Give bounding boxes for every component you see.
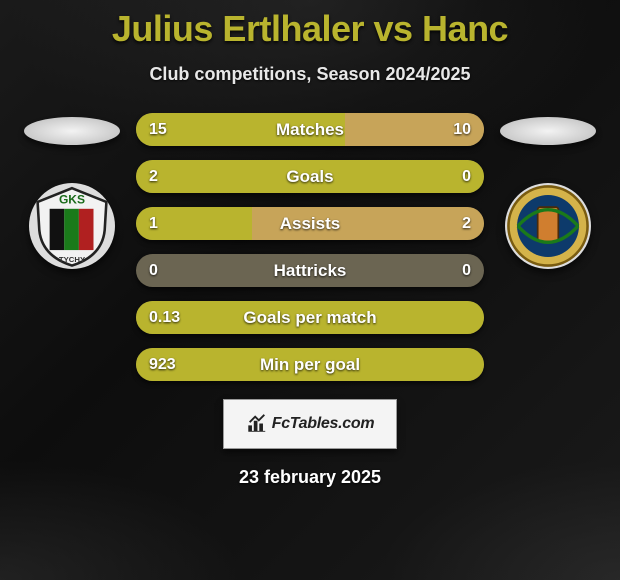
branding-box[interactable]: FcTables.com [223,399,397,449]
stat-row-min-per-goal: Min per goal923 [136,348,484,381]
subtitle: Club competitions, Season 2024/2025 [0,64,620,85]
stat-row-matches: Matches1510 [136,113,484,146]
stat-row-assists: Assists12 [136,207,484,240]
chart-icon [246,413,268,435]
left-side-column: GKS TYCHY [22,113,122,269]
player1-club-badge: GKS TYCHY [29,183,115,269]
stat-row-goals-per-match: Goals per match0.13 [136,301,484,334]
svg-text:GKS: GKS [59,193,85,207]
player1-silhouette [24,117,120,145]
club-crest-icon [505,183,591,269]
page-title: Julius Ertlhaler vs Hanc [0,8,620,50]
gks-tychy-crest-icon: GKS TYCHY [29,183,115,269]
player2-silhouette [500,117,596,145]
title-vs: vs [364,8,422,49]
comparison-date: 23 february 2025 [0,467,620,488]
player2-club-badge [505,183,591,269]
stat-row-hattricks: Hattricks00 [136,254,484,287]
branding-text: FcTables.com [272,415,375,433]
stat-row-goals: Goals20 [136,160,484,193]
svg-text:TYCHY: TYCHY [59,255,86,264]
title-player2: Hanc [422,8,508,49]
title-player1: Julius Ertlhaler [112,8,364,49]
right-side-column [498,113,598,269]
stats-bars: Matches1510 Goals20 Assists12 Hattricks00 Go… [136,113,484,381]
